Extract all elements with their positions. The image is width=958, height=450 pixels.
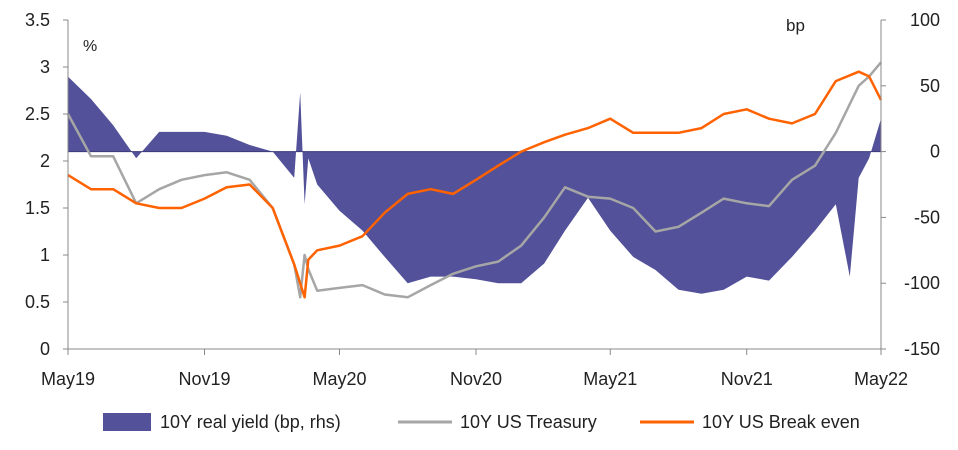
- x-tick-label: May20: [312, 369, 366, 389]
- legend-label-real-yield: 10Y real yield (bp, rhs): [160, 412, 341, 432]
- tick-labels-layer: 0 0.5 1 1.5 2 2.5 3 3.5 -150 -100 -50 0 50 100 May19 No…: [25, 10, 940, 389]
- right-unit-label: bp: [786, 16, 805, 35]
- left-unit-label: %: [83, 38, 97, 55]
- legend-label-breakeven: 10Y US Break even: [702, 412, 860, 432]
- left-tick-label: 3: [40, 57, 50, 77]
- left-tick-label: 2.5: [25, 104, 50, 124]
- series-area-real-yield: [68, 76, 881, 294]
- legend-label-treasury: 10Y US Treasury: [460, 412, 597, 432]
- legend: 10Y real yield (bp, rhs) 10Y US Treasury…: [103, 412, 860, 432]
- x-tick-label: May19: [41, 369, 95, 389]
- left-tick-label: 2: [40, 151, 50, 171]
- series-line-treasury: [66, 61, 882, 299]
- right-tick-label: 0: [930, 142, 940, 162]
- x-tick-label: May21: [583, 369, 637, 389]
- right-tick-label: -50: [914, 207, 940, 227]
- axes-layer: [63, 19, 886, 355]
- left-tick-label: 1.5: [25, 198, 50, 218]
- real-yield-area-layer: [68, 76, 881, 294]
- x-tick-label: Nov20: [450, 369, 502, 389]
- legend-swatch-real-yield: [103, 413, 151, 431]
- left-tick-label: 0: [40, 339, 50, 359]
- right-tick-label: -150: [904, 339, 940, 359]
- right-tick-label: 50: [920, 76, 940, 96]
- left-tick-label: 0.5: [25, 292, 50, 312]
- x-tick-label: May22: [854, 369, 908, 389]
- right-tick-label: -100: [904, 273, 940, 293]
- left-tick-label: 1: [40, 245, 50, 265]
- x-tick-label: Nov19: [178, 369, 230, 389]
- lines-layer: [66, 61, 883, 299]
- right-tick-label: 100: [910, 10, 940, 30]
- left-tick-label: 3.5: [25, 10, 50, 30]
- x-tick-label: Nov21: [721, 369, 773, 389]
- series-line-breakeven: [67, 70, 883, 299]
